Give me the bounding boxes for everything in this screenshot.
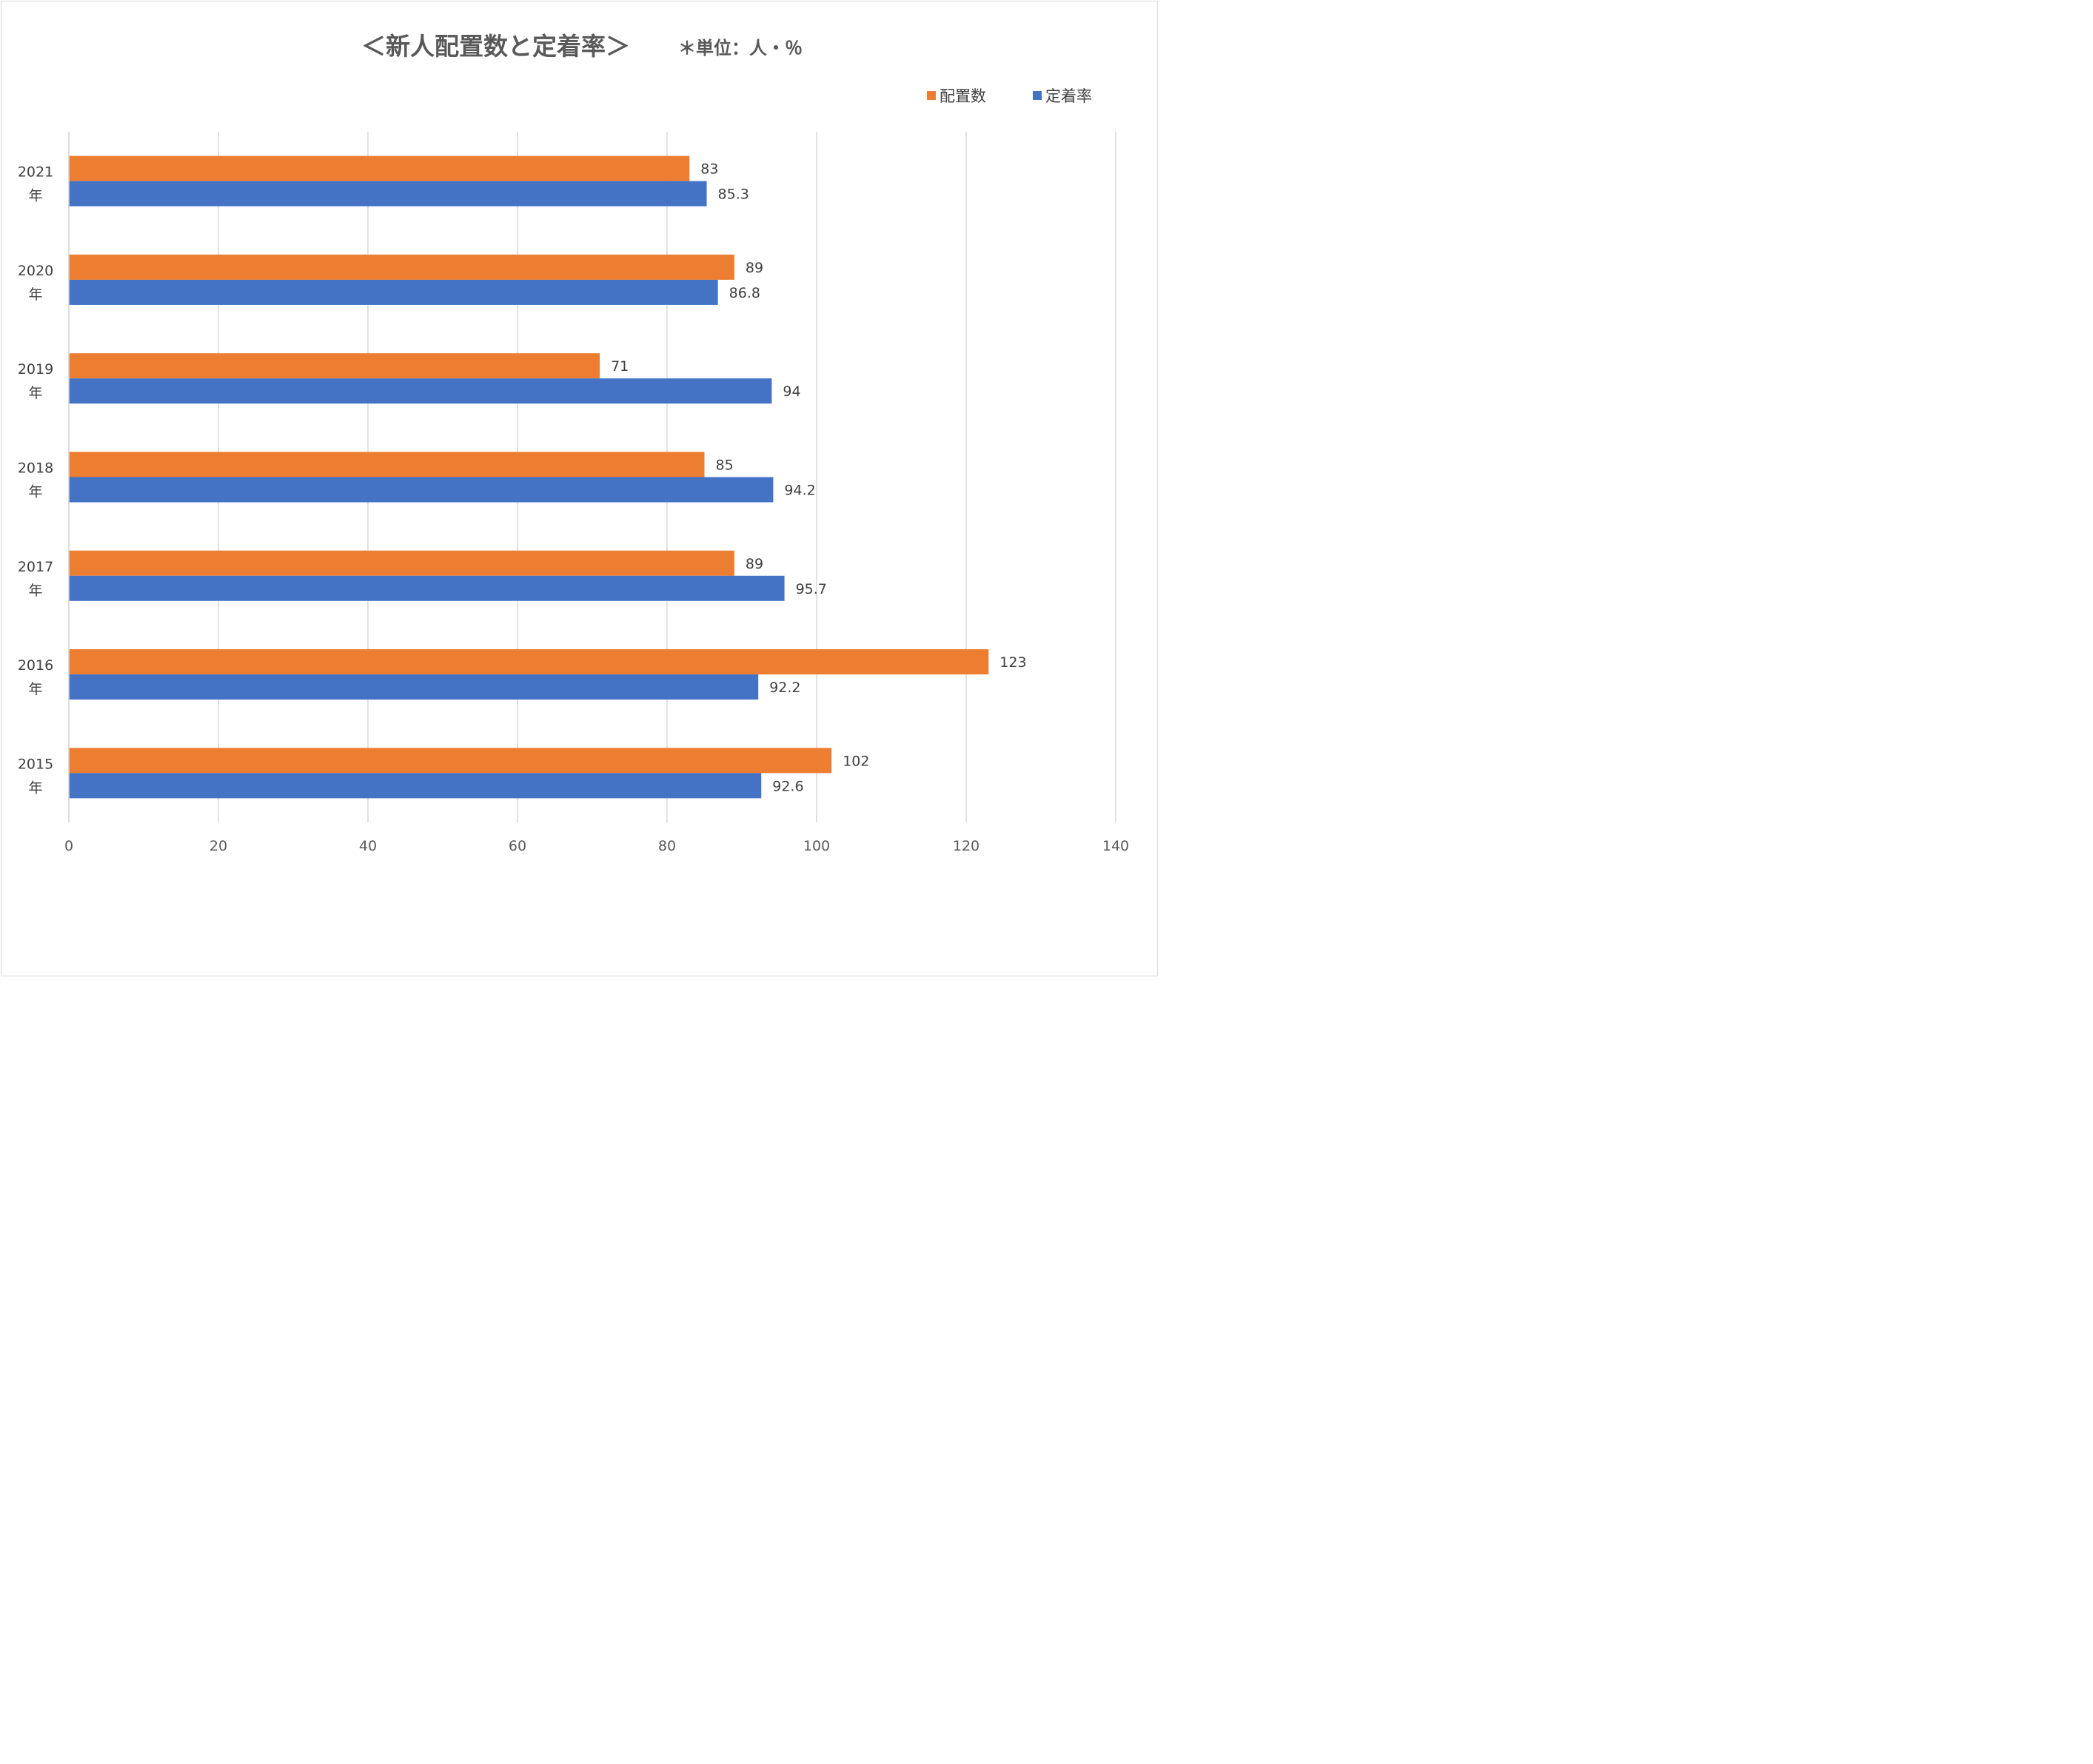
category-label-4: 2017 年 xyxy=(18,559,53,599)
x-tick-label-1: 20 xyxy=(210,838,227,854)
data-label-placement-2: 71 xyxy=(611,358,629,375)
bar-placement-3 xyxy=(69,452,705,477)
legend-swatch-placement xyxy=(927,91,936,100)
bar-retention-3 xyxy=(69,477,774,503)
data-label-retention-2: 94 xyxy=(783,383,800,400)
category-label-3: 2018 年 xyxy=(18,460,53,500)
bar-placement-2 xyxy=(69,353,600,379)
bar-retention-2 xyxy=(69,378,772,404)
legend-label-placement: 配置数 xyxy=(940,87,986,105)
bar-retention-4 xyxy=(69,575,785,601)
x-tick-label-3: 60 xyxy=(509,838,526,854)
category-label-2: 2019 年 xyxy=(18,361,53,401)
category-label-0: 2021 年 xyxy=(18,164,53,204)
data-label-retention-3: 94.2 xyxy=(784,483,815,499)
data-label-retention-5: 92.2 xyxy=(769,680,800,696)
chart-frame xyxy=(1,1,1158,976)
category-label-5: 2016 年 xyxy=(18,657,53,697)
legend-swatch-retention xyxy=(1033,91,1042,100)
data-label-placement-1: 89 xyxy=(746,260,763,276)
legend-label-retention: 定着率 xyxy=(1045,87,1092,105)
data-label-placement-3: 85 xyxy=(716,457,734,474)
bar-placement-5 xyxy=(69,649,989,675)
data-label-retention-1: 86.8 xyxy=(729,285,760,301)
data-label-retention-6: 92.6 xyxy=(772,778,803,794)
bar-placement-0 xyxy=(69,155,690,181)
data-label-retention-0: 85.3 xyxy=(718,187,749,203)
data-label-placement-6: 102 xyxy=(843,753,869,769)
x-tick-label-7: 140 xyxy=(1102,838,1129,854)
legend-item-retention: 定着率 xyxy=(1033,84,1092,107)
x-tick-label-4: 80 xyxy=(658,838,676,854)
data-label-placement-4: 89 xyxy=(746,556,763,572)
bar-placement-6 xyxy=(69,748,832,774)
bar-retention-0 xyxy=(69,181,707,207)
data-label-retention-4: 95.7 xyxy=(796,581,827,597)
bar-placement-1 xyxy=(69,254,734,280)
data-label-placement-0: 83 xyxy=(700,161,718,178)
bar-retention-1 xyxy=(69,279,718,305)
x-tick-label-0: 0 xyxy=(64,838,73,854)
data-label-placement-5: 123 xyxy=(999,654,1026,671)
category-label-1: 2020 年 xyxy=(18,263,53,303)
legend-item-placement: 配置数 xyxy=(927,84,986,107)
x-tick-label-5: 100 xyxy=(803,838,830,854)
x-tick-label-2: 40 xyxy=(359,838,377,854)
chart-unit-note: ＊単位：人・％ xyxy=(678,38,803,58)
category-label-6: 2015 年 xyxy=(18,756,53,796)
bar-retention-6 xyxy=(69,773,762,799)
bar-retention-5 xyxy=(69,674,759,700)
chart-title: ＜新人配置数と定着率＞ xyxy=(361,32,630,61)
bar-placement-4 xyxy=(69,550,734,576)
x-tick-label-6: 120 xyxy=(953,838,979,854)
